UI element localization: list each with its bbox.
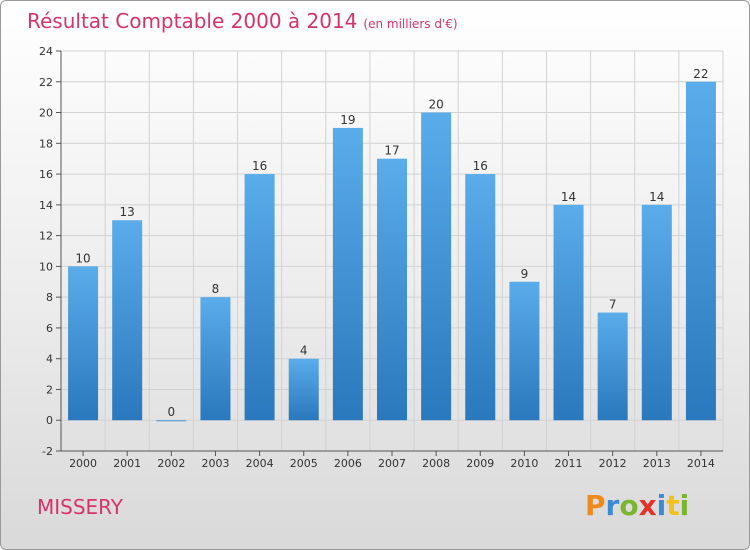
logo-letter: o	[619, 489, 639, 522]
chart-subtitle: (en milliers d'€)	[363, 17, 458, 31]
y-tick-label: 10	[39, 260, 53, 273]
x-tick-label: 2012	[599, 457, 627, 470]
bars	[68, 81, 716, 422]
data-label: 16	[473, 159, 488, 173]
x-tick-label: 2013	[643, 457, 671, 470]
y-tick-label: 4	[46, 353, 53, 366]
x-tick-label: 2000	[69, 457, 97, 470]
y-tick-label: 12	[39, 230, 53, 243]
x-tick-label: 2014	[687, 457, 715, 470]
bar-2002	[156, 420, 187, 422]
data-label: 22	[693, 67, 708, 81]
data-label: 9	[521, 267, 529, 281]
bar-2006	[332, 127, 363, 421]
data-label: 19	[340, 113, 355, 127]
town-name: MISSERY	[37, 495, 124, 519]
x-tick-label: 2011	[555, 457, 583, 470]
data-label: 4	[300, 344, 308, 358]
x-tick-label: 2005	[290, 457, 318, 470]
x-tick-label: 2006	[334, 457, 362, 470]
x-tick-label: 2002	[157, 457, 185, 470]
y-tick-label: -2	[42, 445, 53, 458]
y-tick-label: 16	[39, 168, 53, 181]
logo-letter: x	[638, 489, 657, 522]
chart-title-text: Résultat Comptable 2000 à 2014	[27, 9, 358, 33]
data-label: 13	[120, 205, 135, 219]
y-tick-label: 20	[39, 107, 53, 120]
data-label: 10	[75, 251, 90, 265]
x-tick-label: 2007	[378, 457, 406, 470]
x-tick-label: 2001	[113, 457, 141, 470]
y-tick-label: 18	[39, 137, 53, 150]
logo-letter: i	[679, 489, 690, 522]
x-tick-label: 2004	[246, 457, 274, 470]
bar-2010	[509, 281, 540, 421]
y-tick-label: 24	[39, 45, 53, 58]
proxiti-logo: Proxiti	[585, 489, 689, 522]
data-label: 7	[609, 298, 617, 312]
data-label: 14	[561, 190, 576, 204]
bar-2001	[112, 220, 143, 421]
data-label: 16	[252, 159, 267, 173]
x-tick-label: 2003	[201, 457, 229, 470]
bar-2007	[376, 158, 408, 421]
x-tick-label: 2010	[510, 457, 538, 470]
y-tick-label: 8	[46, 291, 53, 304]
y-tick-label: 14	[39, 199, 53, 212]
y-tick-label: 0	[46, 414, 53, 427]
data-labels: 10 13 0 8 16 4 19 17 20 16 9 14 7 14 22	[75, 67, 708, 419]
logo-letter: P	[585, 489, 606, 522]
bar-2013	[641, 204, 672, 421]
y-tick-label: 6	[46, 322, 53, 335]
bar-2009	[465, 174, 496, 421]
x-tick-label: 2008	[422, 457, 450, 470]
bar-2012	[597, 312, 628, 421]
data-label: 20	[428, 98, 443, 112]
x-tick-label: 2009	[466, 457, 494, 470]
logo-letter: r	[605, 489, 620, 522]
data-label: 17	[384, 144, 399, 158]
logo-letter: i	[656, 489, 667, 522]
data-label: 0	[168, 405, 176, 419]
data-label: 14	[649, 190, 664, 204]
chart-title: Résultat Comptable 2000 à 2014 (en millie…	[27, 9, 458, 33]
bar-2004	[244, 174, 275, 421]
logo-letter: t	[666, 489, 680, 522]
data-label: 8	[212, 282, 220, 296]
bar-2011	[553, 204, 584, 421]
bar-2003	[200, 297, 231, 421]
bar-2008	[421, 112, 452, 421]
y-tick-label: 2	[46, 383, 53, 396]
bar-2005	[288, 358, 319, 421]
y-tick-label: 22	[39, 76, 53, 89]
bar-2014	[685, 81, 716, 421]
bar-2000	[68, 266, 99, 421]
